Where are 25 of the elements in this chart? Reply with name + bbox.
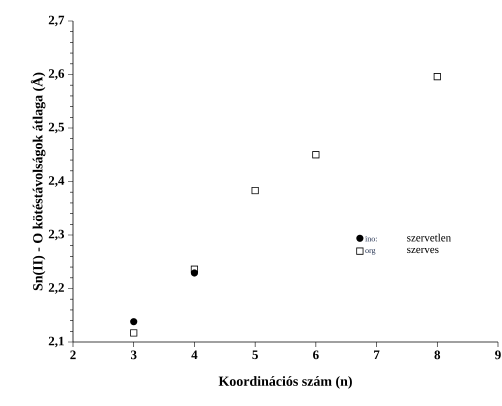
point [434, 73, 441, 80]
annotation: szervetlen [407, 234, 451, 242]
x-tick-label: 5 [252, 350, 258, 360]
y-tick-label: 2,2 [48, 283, 64, 294]
y-tick-label: 2,5 [48, 122, 64, 134]
annotation: szerves [407, 248, 439, 254]
x-tick-label: 3 [130, 350, 137, 360]
point [190, 266, 198, 273]
y-tick-label: 2,1 [48, 336, 64, 348]
y-tick-label: 2,6 [48, 69, 64, 80]
y-tick-label: 2,7 [48, 16, 64, 26]
x-tick-label: 4 [191, 350, 198, 360]
point [130, 318, 138, 326]
x-tick-label: 6 [313, 350, 319, 360]
x-tick-label: 9 [495, 350, 501, 360]
point [130, 329, 138, 336]
y-axis-title: Sn(II) - O kötéstávolságok átlaga (Å) [30, 72, 46, 290]
x-tick-label: 8 [434, 350, 440, 360]
point [252, 187, 259, 194]
x-tick-label: 7 [374, 350, 380, 359]
y-tick-label: 2,4 [48, 176, 64, 187]
x-tick-label: 2 [70, 350, 76, 360]
y-tick-label: 2,3 [48, 230, 64, 240]
point [312, 151, 320, 158]
x-axis-title: Koordinációs szám (n) [218, 376, 352, 389]
